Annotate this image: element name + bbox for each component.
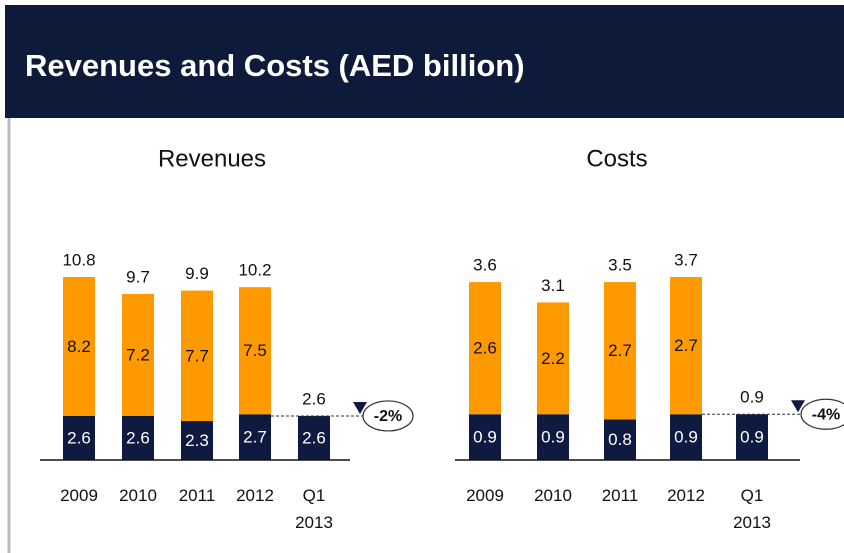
- change-label: -2%: [374, 408, 402, 425]
- segment-label: 7.7: [185, 346, 209, 365]
- bar-segment: [670, 414, 702, 460]
- x-tick-label: 2009: [60, 486, 98, 505]
- x-label-box: 2010: [119, 486, 157, 505]
- segment-label: 0.9: [473, 428, 497, 447]
- x-label-box: 2011: [601, 486, 639, 505]
- header-bar: [5, 5, 844, 118]
- change-marker: [353, 401, 367, 414]
- total-label: 9.9: [185, 264, 209, 283]
- segment-label: 0.9: [674, 428, 698, 447]
- x-tick-label: 2010: [119, 486, 157, 505]
- bar-segment: [122, 293, 154, 416]
- segment-label: 2.6: [126, 428, 150, 447]
- total-label: 10.8: [62, 250, 95, 269]
- bar-segment: [63, 415, 95, 460]
- bar-segment: [469, 414, 501, 460]
- segment-label: 2.2: [541, 349, 565, 368]
- x-tick-label: 2009: [466, 486, 504, 505]
- x-label-box: 2009: [466, 486, 504, 505]
- change-bubble: [362, 400, 414, 432]
- change-marker: [791, 400, 805, 413]
- segment-label: 2.6: [67, 428, 91, 447]
- segment-label: 0.9: [541, 428, 565, 447]
- segment-label: 2.7: [674, 336, 698, 355]
- total-label: 3.1: [541, 276, 565, 295]
- segment-label: 7.5: [243, 341, 267, 360]
- change-label: -4%: [812, 406, 840, 423]
- x-label-box: 2009: [60, 486, 98, 505]
- bar-segment: [298, 415, 330, 460]
- total-label: 3.7: [674, 250, 698, 269]
- x-tick-label: 2011: [178, 486, 216, 505]
- total-label: 3.6: [473, 256, 497, 275]
- segment-label: 0.9: [740, 428, 764, 447]
- x-label-box: Q1 2013: [733, 486, 771, 532]
- bar-segment: [239, 287, 271, 415]
- total-label: 0.9: [740, 388, 764, 407]
- total-label: 9.7: [126, 267, 150, 286]
- bar-segment: [239, 414, 271, 460]
- bar-segment: [469, 282, 501, 415]
- bar-segment: [181, 421, 213, 460]
- x-label-box: 2010: [534, 486, 572, 505]
- bar-segment: [736, 414, 768, 460]
- chart-title: Revenues: [158, 145, 266, 172]
- bar-segment: [181, 290, 213, 422]
- x-tick-label: 2012: [667, 486, 705, 505]
- segment-label: 8.2: [67, 337, 91, 356]
- x-label-box: Q1 2013: [295, 486, 333, 532]
- page-title: Revenues and Costs (AED billion): [25, 48, 525, 83]
- bar-segment: [122, 415, 154, 460]
- segment-label: 0.8: [608, 430, 632, 449]
- segment-label: 2.3: [185, 431, 209, 450]
- bar-segment: [604, 419, 636, 460]
- total-label: 2.6: [302, 389, 326, 408]
- x-label-box: 2011: [178, 486, 216, 505]
- total-label: 10.2: [238, 261, 271, 280]
- segment-label: 2.7: [243, 428, 267, 447]
- segment-label: 7.2: [126, 345, 150, 364]
- x-tick-label: Q1 2013: [295, 486, 333, 532]
- x-tick-label: 2012: [236, 486, 274, 505]
- total-label: 3.5: [608, 256, 632, 275]
- bar-segment: [670, 277, 702, 415]
- bar-segment: [537, 302, 569, 415]
- segment-label: 2.7: [608, 341, 632, 360]
- bar-segment: [63, 277, 95, 416]
- chart-title: Costs: [586, 145, 647, 172]
- x-tick-label: 2011: [601, 486, 639, 505]
- segment-label: 2.6: [473, 339, 497, 358]
- bar-segment: [604, 282, 636, 420]
- x-label-box: 2012: [236, 486, 274, 505]
- bar-segment: [537, 414, 569, 460]
- segment-label: 2.6: [302, 428, 326, 447]
- change-bubble: [800, 398, 844, 430]
- x-label-box: 2012: [667, 486, 705, 505]
- x-tick-label: 2010: [534, 486, 572, 505]
- x-tick-label: Q1 2013: [733, 486, 771, 532]
